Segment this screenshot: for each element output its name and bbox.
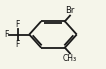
Text: Br: Br — [65, 6, 75, 15]
Text: F: F — [16, 20, 20, 29]
Text: F: F — [4, 30, 9, 39]
Text: F: F — [16, 40, 20, 49]
Text: CH₃: CH₃ — [63, 54, 77, 63]
